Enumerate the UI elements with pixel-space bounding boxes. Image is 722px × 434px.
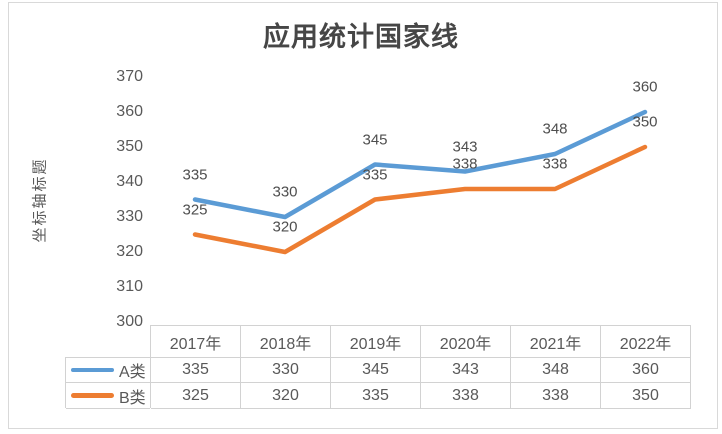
y-tick-label: 320 [116, 243, 143, 260]
table-header-cell: 2021年 [511, 326, 601, 358]
data-label: 325 [182, 201, 208, 218]
data-label: 345 [362, 131, 388, 148]
data-label: 335 [362, 166, 388, 183]
table-value-cell: 320 [241, 383, 331, 409]
y-tick-label: 370 [116, 68, 143, 85]
table-value-cell: 343 [421, 358, 511, 383]
data-label: 330 [272, 183, 298, 201]
data-label: 348 [542, 120, 568, 138]
series-line-B类 [192, 144, 648, 255]
table-header-cell: 2020年 [421, 326, 511, 358]
table-value-cell: 345 [331, 358, 421, 383]
table-header-cell: 2017年 [151, 326, 241, 358]
table-header-cell: 2018年 [241, 326, 331, 358]
data-table: 2017年 2018年 2019年 2020年 2021年 2022年 335 330 345 3… [150, 325, 691, 409]
table-value-cell: 348 [511, 358, 601, 383]
y-tick-label: 360 [116, 103, 143, 120]
data-label: 360 [632, 78, 658, 96]
legend-item: B类 [66, 383, 150, 409]
legend-line-swatch [71, 367, 114, 373]
data-label: 350 [632, 113, 658, 131]
data-label: 338 [542, 155, 568, 173]
table-value-cell: 338 [421, 383, 511, 409]
legend-series-name: A类 [119, 364, 146, 381]
table-value-cell: 335 [151, 358, 241, 383]
chart-title: 应用统计国家线 [263, 22, 459, 52]
table-value-cell: 338 [511, 383, 601, 409]
table-value-cell: 335 [331, 383, 421, 409]
legend-line-swatch [71, 393, 114, 398]
legend-series-name: B类 [119, 389, 146, 407]
data-label: 343 [452, 138, 478, 155]
y-tick-label: 300 [116, 313, 143, 330]
data-table-legend-column: A类 B类 [65, 357, 150, 409]
y-tick-label: 350 [116, 138, 143, 155]
table-value-cell: 350 [601, 383, 691, 409]
y-tick-label: 310 [116, 278, 143, 295]
table-value-cell: 360 [601, 358, 691, 383]
data-label: 335 [182, 166, 208, 183]
series-line-A类 [192, 109, 648, 220]
table-value-cell: 330 [241, 358, 331, 383]
legend-item: A类 [66, 358, 150, 383]
table-header-cell: 2022年 [601, 326, 691, 358]
y-tick-label: 330 [116, 208, 143, 225]
y-tick-label: 340 [116, 173, 143, 190]
data-label: 320 [272, 218, 298, 236]
data-label: 338 [452, 155, 478, 173]
table-value-cell: 325 [151, 383, 241, 409]
table-header-cell: 2019年 [331, 326, 421, 358]
